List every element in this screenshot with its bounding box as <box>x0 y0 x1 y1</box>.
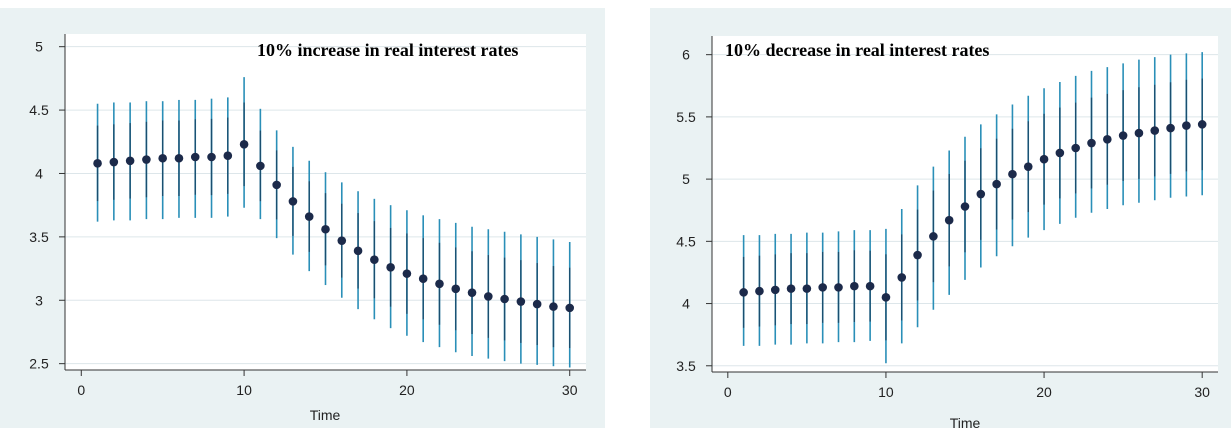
point-estimate <box>1134 128 1144 138</box>
x-tick-label: 30 <box>562 382 578 398</box>
point-estimate <box>337 236 347 245</box>
point-estimate <box>353 246 363 256</box>
point-estimate <box>1118 131 1128 140</box>
point-estimate <box>174 153 184 163</box>
chart-decrease: 3.5 4 4.5 5 5.5 6 0 10 20 30 10% decrease in real… <box>676 36 1218 430</box>
point-estimate <box>190 152 200 162</box>
point-estimate <box>484 292 493 301</box>
point-estimate <box>1182 121 1191 130</box>
point-estimate <box>500 294 509 304</box>
point-estimate <box>1023 162 1033 171</box>
point-estimate <box>304 212 314 221</box>
chart-title: 10% increase in real interest rates <box>257 40 518 60</box>
point-estimate <box>549 302 558 311</box>
y-tick-label: 5 <box>682 171 690 187</box>
point-estimate <box>1039 154 1049 164</box>
point-estimate <box>1197 120 1207 129</box>
point-estimate <box>739 288 748 297</box>
point-estimate <box>142 155 151 164</box>
y-tick-label: 4.5 <box>29 102 49 118</box>
point-estimate <box>467 288 477 297</box>
point-estimate <box>1008 169 1017 179</box>
point-estimate <box>321 224 330 234</box>
point-estimate <box>418 274 428 284</box>
point-estimate <box>755 286 764 296</box>
x-tick-label: 10 <box>236 382 252 398</box>
point-estimate <box>1087 138 1096 148</box>
point-estimate <box>93 159 102 168</box>
point-estimate <box>565 303 575 313</box>
point-estimate <box>532 299 542 309</box>
x-tick-label: 20 <box>399 382 415 398</box>
y-tick-label: 2.5 <box>29 356 49 372</box>
point-estimate <box>786 284 796 293</box>
point-estimate <box>960 202 970 211</box>
y-tick-label: 3 <box>35 292 43 308</box>
point-estimate <box>402 269 412 278</box>
point-estimate <box>109 157 119 167</box>
x-axis-title: Time <box>310 407 341 423</box>
point-estimate <box>1055 148 1065 158</box>
point-estimate <box>865 281 875 291</box>
chart-panel-decrease: 3.5 4 4.5 5 5.5 6 0 10 20 30 10% decrease in real… <box>650 8 1231 430</box>
point-estimate <box>370 255 379 264</box>
point-estimate <box>1150 126 1160 135</box>
y-tick-label: 3.5 <box>29 229 49 245</box>
point-estimate <box>897 273 907 282</box>
y-tick-label: 6 <box>682 47 690 63</box>
point-estimate <box>944 215 954 225</box>
x-tick-label: 30 <box>1194 384 1210 400</box>
point-estimate <box>913 250 922 260</box>
point-estimate <box>1166 123 1175 133</box>
point-estimate <box>207 152 216 162</box>
point-estimate <box>1071 143 1080 153</box>
point-estimate <box>223 151 233 161</box>
point-estimate <box>435 279 444 289</box>
chart-title: 10% decrease in real interest rates <box>725 40 989 60</box>
point-estimate <box>818 283 827 292</box>
point-estimate <box>256 161 265 171</box>
x-tick-label: 20 <box>1036 384 1052 400</box>
y-tick-label: 4 <box>682 296 690 312</box>
point-estimate <box>1103 134 1112 144</box>
point-estimate <box>929 232 938 241</box>
point-estimate <box>288 197 298 206</box>
point-estimate <box>770 285 780 295</box>
x-axis-title: Time <box>950 415 981 430</box>
y-tick-label: 5.5 <box>676 109 696 125</box>
point-estimate <box>802 284 812 293</box>
point-estimate <box>881 293 891 302</box>
point-estimate <box>834 283 843 292</box>
y-tick-label: 4.5 <box>676 233 696 249</box>
y-tick-label: 4 <box>35 165 43 181</box>
point-estimate <box>516 297 526 306</box>
point-estimate <box>125 156 135 166</box>
x-tick-label: 0 <box>724 384 732 400</box>
point-estimate <box>239 140 249 149</box>
point-estimate <box>451 284 461 294</box>
point-estimate <box>992 179 1001 189</box>
y-tick-label: 3.5 <box>676 358 696 374</box>
y-tick-label: 5 <box>35 39 43 55</box>
point-estimate <box>158 153 167 163</box>
point-estimate <box>386 262 395 272</box>
point-estimate <box>272 180 281 190</box>
point-estimate <box>850 281 859 291</box>
x-tick-label: 0 <box>77 382 85 398</box>
chart-increase: 2.5 3 3.5 4 4.5 5 0 10 20 30 10% increase in real… <box>29 34 586 423</box>
x-tick-label: 10 <box>878 384 894 400</box>
point-estimate <box>976 189 986 199</box>
chart-panel-increase: 2.5 3 3.5 4 4.5 5 0 10 20 30 10% increase in real… <box>0 8 605 428</box>
